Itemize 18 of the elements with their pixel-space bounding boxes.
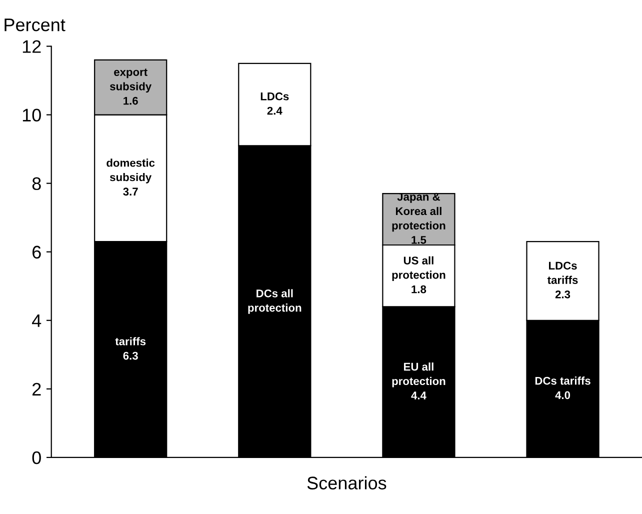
- y-tick-label: 0: [32, 451, 41, 464]
- data-label: LDCs 2.4: [260, 92, 289, 115]
- data-label: domestic subsidy 3.7: [106, 158, 155, 196]
- y-tick-label: 8: [32, 177, 41, 190]
- data-label: DCs all protection: [248, 289, 302, 314]
- y-tick-label: 12: [22, 40, 41, 53]
- y-tick-label: 6: [32, 246, 41, 259]
- data-label: tariffs 6.3: [115, 337, 146, 360]
- data-label: US all protection 1.8: [392, 256, 446, 294]
- data-label: DCs tariffs 4.0: [535, 376, 590, 400]
- y-tick-label: 4: [32, 314, 42, 327]
- y-tick-label: 10: [22, 108, 41, 122]
- data-label: export subsidy 1.6: [110, 68, 152, 105]
- y-axis-title: Percent: [4, 18, 66, 32]
- data-label: LDCs tariffs 2.3: [547, 262, 578, 298]
- data-label: EU all protection 4.4: [392, 362, 446, 400]
- x-axis-title: Scenarios: [307, 476, 386, 490]
- y-tick-label: 2: [32, 382, 41, 396]
